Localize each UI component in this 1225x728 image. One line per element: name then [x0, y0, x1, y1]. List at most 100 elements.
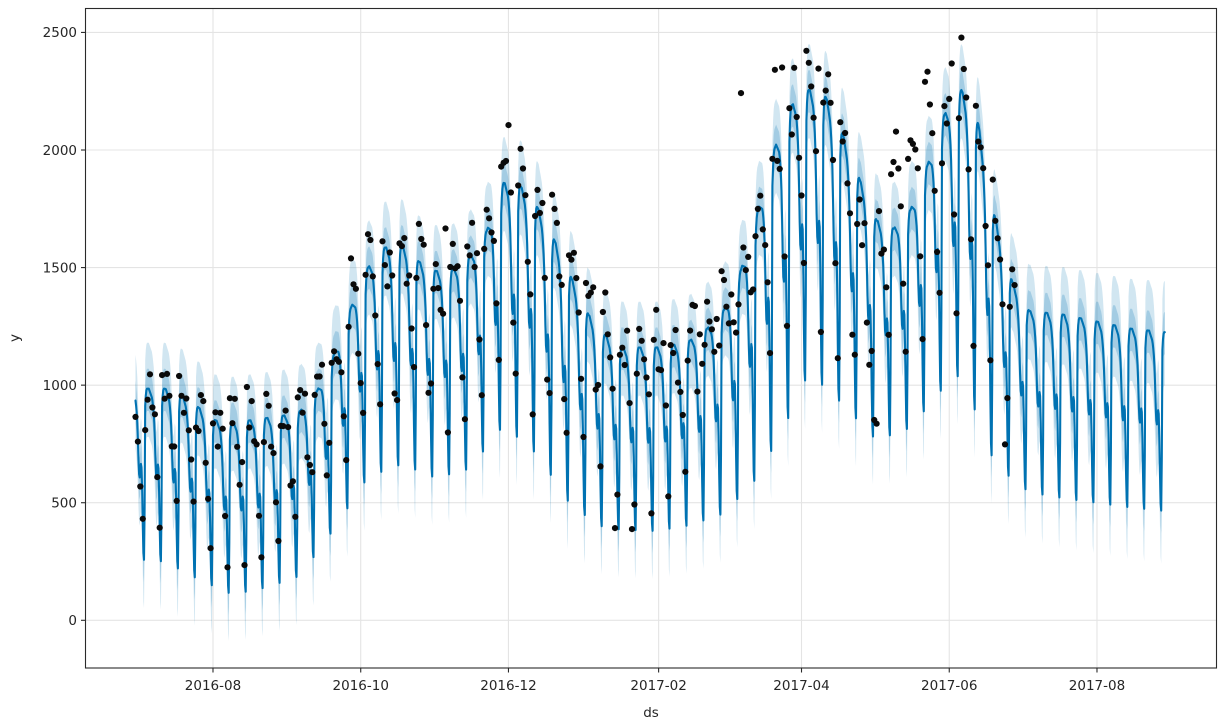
- observed-point: [628, 526, 636, 533]
- observed-point: [493, 300, 500, 307]
- observed-point: [234, 443, 241, 450]
- observed-point: [539, 199, 546, 207]
- observed-point: [967, 236, 975, 243]
- observed-point: [970, 342, 977, 349]
- observed-point: [776, 165, 783, 172]
- observed-point: [815, 65, 822, 72]
- observed-point: [701, 341, 708, 348]
- observed-point: [217, 409, 224, 416]
- observed-point: [863, 319, 871, 326]
- observed-point: [1006, 303, 1013, 310]
- observed-point: [803, 47, 810, 54]
- observed-point: [202, 459, 209, 466]
- observed-point: [595, 381, 602, 389]
- observed-point: [260, 439, 267, 446]
- observed-point: [212, 409, 219, 416]
- observed-point: [449, 240, 456, 247]
- observed-point: [171, 443, 178, 450]
- observed-point: [176, 372, 183, 380]
- observed-point: [190, 498, 197, 505]
- observed-point: [948, 60, 955, 67]
- observed-point: [265, 402, 272, 409]
- observed-point: [340, 413, 347, 420]
- observed-point: [779, 64, 786, 71]
- y-axis-label: y: [7, 334, 23, 342]
- observed-point: [708, 326, 716, 333]
- observed-point: [161, 395, 168, 402]
- observed-point: [285, 424, 292, 431]
- observed-point: [309, 469, 316, 476]
- uncertainty-band-outer: [135, 44, 1165, 641]
- observed-point: [825, 71, 832, 78]
- observed-point: [515, 182, 522, 189]
- observed-point: [236, 481, 243, 488]
- data-layer: [132, 34, 1166, 641]
- observed-point: [965, 166, 972, 173]
- y-tick-label: 1500: [43, 260, 77, 276]
- observed-point: [384, 283, 391, 290]
- observed-point: [209, 420, 217, 427]
- observed-point: [159, 372, 166, 379]
- observed-point: [444, 429, 451, 436]
- observed-point: [408, 325, 415, 332]
- observed-point: [960, 65, 967, 73]
- observed-point: [415, 220, 422, 227]
- observed-point: [805, 59, 812, 66]
- observed-point: [570, 249, 578, 256]
- observed-point: [406, 272, 413, 279]
- observed-point: [873, 420, 880, 427]
- observed-point: [716, 342, 723, 349]
- observed-point: [764, 279, 771, 286]
- observed-point: [558, 281, 565, 288]
- observed-point: [282, 407, 289, 414]
- observed-point: [638, 337, 645, 344]
- observed-point: [602, 289, 609, 296]
- observed-point: [166, 392, 173, 399]
- observed-point: [788, 131, 795, 138]
- y-tick-label: 0: [68, 613, 77, 629]
- observed-point: [837, 119, 844, 126]
- observed-point: [866, 361, 873, 368]
- observed-point: [248, 398, 255, 405]
- observed-point: [941, 103, 948, 110]
- observed-point: [624, 327, 631, 334]
- y-tick-label: 500: [51, 496, 77, 512]
- observed-point: [728, 291, 735, 298]
- observed-point: [631, 501, 638, 508]
- observed-point: [440, 310, 447, 317]
- observed-point: [660, 340, 667, 347]
- observed-point: [892, 128, 900, 135]
- observed-point: [306, 461, 313, 469]
- observed-point: [682, 468, 689, 475]
- observed-point: [905, 155, 912, 162]
- observed-point: [720, 276, 728, 284]
- observed-point: [410, 364, 418, 371]
- observed-point: [706, 318, 713, 325]
- observed-point: [568, 256, 575, 263]
- observed-point: [427, 380, 435, 387]
- observed-point: [817, 328, 825, 336]
- observed-point: [214, 443, 221, 450]
- observed-point: [674, 379, 682, 386]
- observed-point: [936, 289, 943, 296]
- observed-point: [854, 220, 861, 228]
- observed-point: [1001, 441, 1009, 448]
- observed-point: [495, 356, 502, 363]
- observed-point: [832, 260, 839, 267]
- observed-point: [883, 284, 890, 291]
- observed-point: [844, 180, 851, 187]
- observed-point: [255, 512, 263, 519]
- observed-point: [614, 491, 621, 498]
- observed-point: [132, 413, 139, 420]
- observed-point: [297, 387, 304, 394]
- observed-point: [599, 308, 607, 316]
- observed-point: [239, 459, 246, 466]
- observed-point: [364, 231, 372, 238]
- observed-point: [544, 376, 551, 383]
- observed-point: [425, 389, 432, 396]
- x-tick-label: 2016-08: [185, 678, 241, 694]
- observed-point: [597, 463, 604, 470]
- tick-labels: 2016-08 2016-10 2016-12 2017-02 2017-04 2017-…: [43, 25, 1126, 694]
- observed-point: [391, 390, 398, 397]
- observed-point: [984, 262, 992, 269]
